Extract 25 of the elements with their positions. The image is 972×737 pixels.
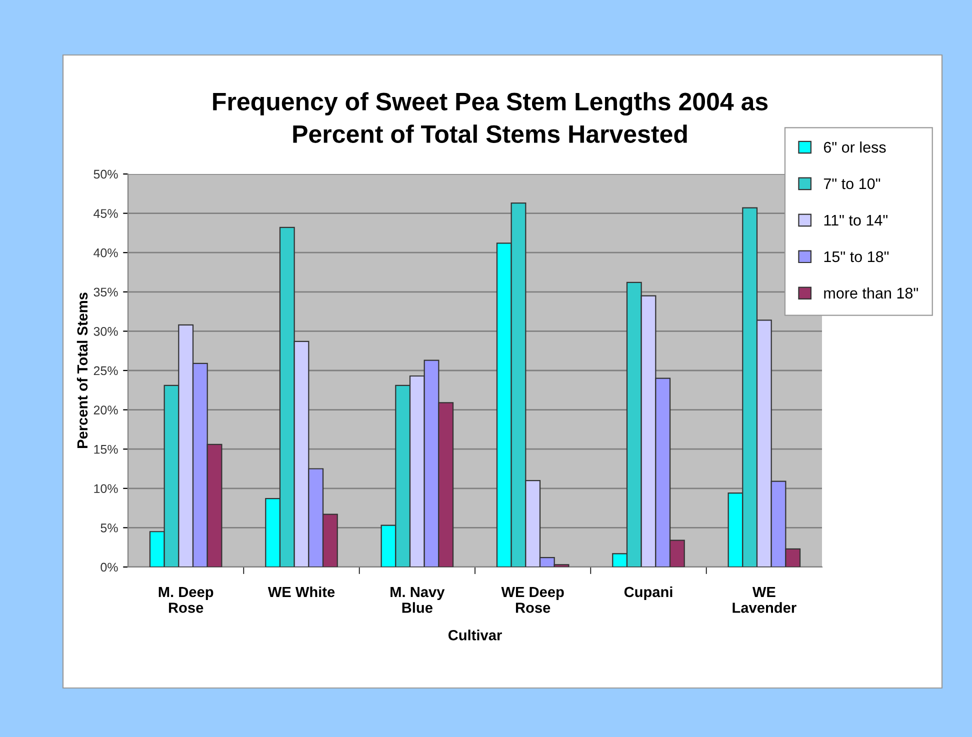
chart-title: Frequency of Sweet Pea Stem Lengths 2004 as Percent of Total Stems Harvested [213, 92, 768, 143]
x-tick-label: M. Deep Rose [158, 586, 214, 613]
y-tick-label: 40% [94, 248, 118, 258]
y-axis-title: Percent of Total Stems [76, 292, 88, 448]
x-tick-label: Cupani [624, 586, 672, 600]
y-tick-label: 10% [94, 484, 118, 494]
y-tick-label: 45% [94, 209, 118, 218]
legend-label: more than 18" [824, 287, 918, 299]
x-tick-label: WE Deep Rose [501, 586, 564, 613]
y-tick-label: 30% [94, 327, 118, 336]
x-tick-label: M. Navy Blue [390, 586, 445, 613]
y-tick-label: 15% [94, 444, 118, 454]
y-tick-label: 20% [94, 406, 118, 414]
x-tick-label: WE White [268, 586, 335, 598]
legend-label: 15" to 18" [824, 251, 889, 262]
legend-label: 7" to 10" [824, 178, 880, 190]
x-axis-title: Cultivar [448, 630, 502, 640]
y-tick-label: 0% [100, 562, 118, 572]
y-tick-label: 50% [94, 170, 118, 179]
y-tick-label: 35% [94, 288, 118, 297]
x-tick-label: WE Lavender [732, 586, 796, 613]
legend-label: 11" to 14" [824, 214, 888, 226]
y-tick-label: 25% [94, 366, 118, 376]
y-tick-label: 5% [100, 524, 118, 532]
legend-label: 6" or less [824, 141, 886, 153]
